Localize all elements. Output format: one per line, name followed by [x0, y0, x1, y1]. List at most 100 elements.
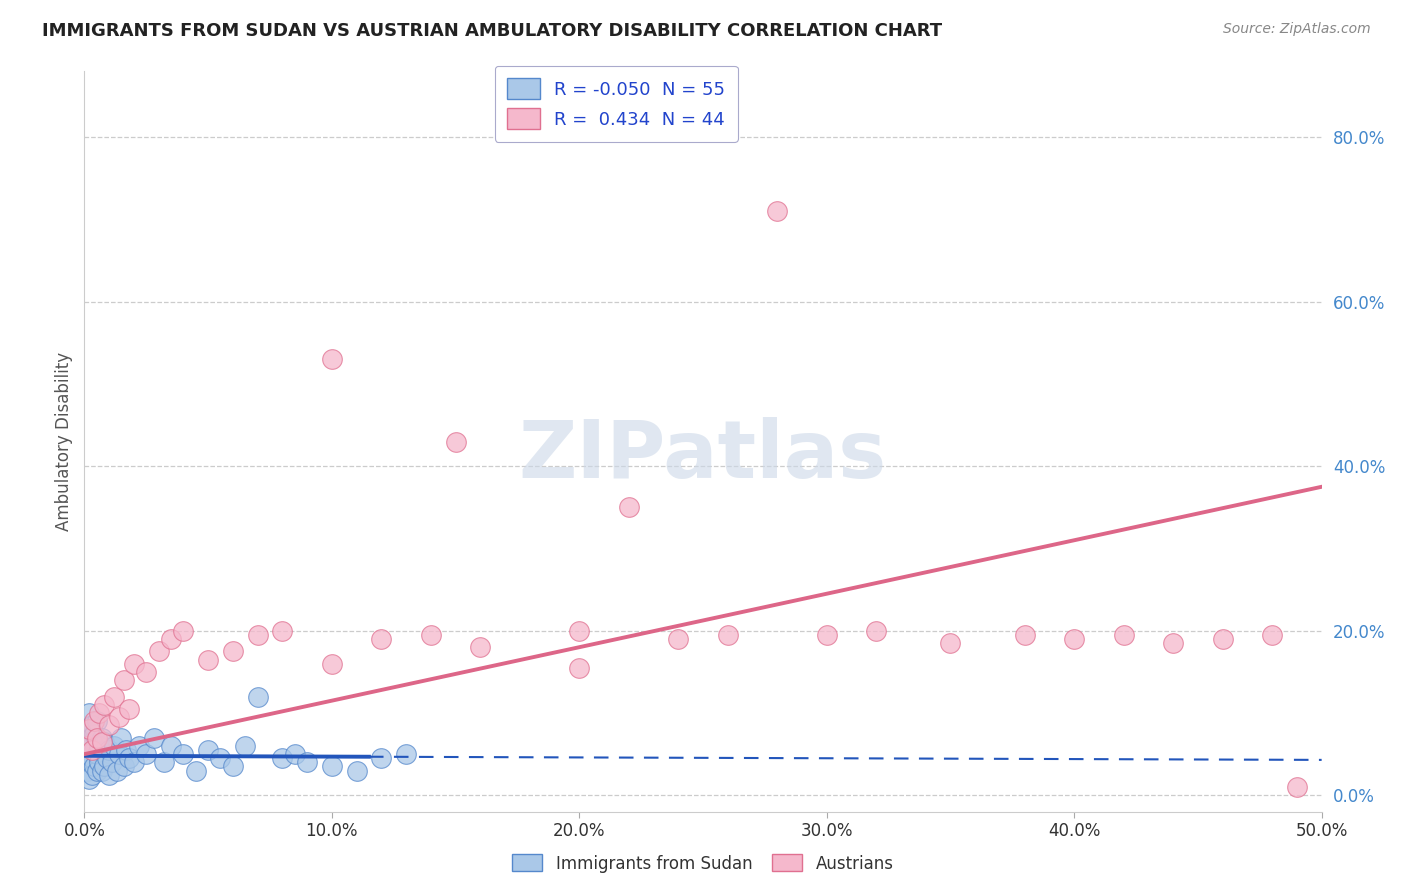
Point: [122, 756, 145, 770]
Point: [79, 723, 101, 737]
Point: [470, 640, 492, 655]
Point: [76, 764, 98, 778]
Point: [86, 764, 108, 778]
Point: [666, 632, 689, 646]
Point: [346, 764, 368, 778]
Point: [135, 747, 157, 761]
Legend: Immigrants from Sudan, Austrians: Immigrants from Sudan, Austrians: [506, 847, 900, 880]
Point: [142, 731, 165, 745]
Point: [108, 747, 131, 761]
Point: [86, 747, 108, 761]
Point: [80, 735, 103, 749]
Point: [83, 726, 105, 740]
Point: [135, 665, 157, 679]
Point: [118, 751, 141, 765]
Point: [172, 624, 194, 638]
Point: [1112, 628, 1135, 642]
Point: [1063, 632, 1085, 646]
Point: [321, 759, 343, 773]
Point: [90, 731, 112, 745]
Point: [79, 706, 101, 720]
Point: [1212, 632, 1234, 646]
Point: [98, 743, 121, 757]
Point: [233, 739, 256, 753]
Point: [321, 657, 343, 671]
Point: [271, 751, 294, 765]
Text: IMMIGRANTS FROM SUDAN VS AUSTRIAN AMBULATORY DISABILITY CORRELATION CHART: IMMIGRANTS FROM SUDAN VS AUSTRIAN AMBULA…: [42, 22, 942, 40]
Point: [321, 352, 343, 367]
Point: [717, 628, 740, 642]
Point: [184, 764, 207, 778]
Point: [284, 747, 307, 761]
Point: [90, 735, 112, 749]
Y-axis label: Ambulatory Disability: Ambulatory Disability: [55, 352, 73, 531]
Point: [80, 743, 103, 757]
Point: [86, 714, 108, 729]
Point: [90, 764, 112, 778]
Point: [103, 690, 125, 704]
Point: [766, 204, 789, 219]
Point: [1014, 628, 1036, 642]
Point: [1161, 636, 1184, 650]
Point: [865, 624, 887, 638]
Point: [160, 632, 183, 646]
Point: [96, 751, 118, 765]
Point: [617, 500, 640, 515]
Point: [93, 735, 115, 749]
Point: [209, 751, 232, 765]
Point: [118, 702, 141, 716]
Point: [1261, 628, 1284, 642]
Point: [80, 751, 103, 765]
Point: [444, 434, 467, 449]
Point: [100, 756, 122, 770]
Point: [89, 706, 111, 720]
Point: [112, 759, 135, 773]
Text: ZIPatlas: ZIPatlas: [519, 417, 887, 495]
Point: [370, 751, 392, 765]
Point: [246, 628, 269, 642]
Point: [98, 767, 121, 781]
Point: [112, 673, 135, 687]
Point: [1285, 780, 1308, 794]
Point: [80, 767, 103, 781]
Point: [79, 756, 101, 770]
Point: [105, 764, 128, 778]
Point: [98, 718, 121, 732]
Text: Source: ZipAtlas.com: Source: ZipAtlas.com: [1223, 22, 1371, 37]
Point: [76, 747, 98, 761]
Point: [89, 739, 111, 753]
Point: [568, 661, 591, 675]
Point: [89, 756, 111, 770]
Point: [83, 714, 105, 729]
Point: [419, 628, 441, 642]
Point: [222, 644, 245, 658]
Point: [76, 739, 98, 753]
Point: [79, 739, 101, 753]
Point: [76, 731, 98, 745]
Point: [128, 739, 150, 753]
Legend: R = -0.050  N = 55, R =  0.434  N = 44: R = -0.050 N = 55, R = 0.434 N = 44: [495, 66, 738, 142]
Point: [108, 710, 131, 724]
Point: [395, 747, 418, 761]
Point: [103, 739, 125, 753]
Point: [79, 772, 101, 786]
Point: [83, 759, 105, 773]
Point: [172, 747, 194, 761]
Point: [110, 731, 132, 745]
Point: [122, 657, 145, 671]
Point: [93, 759, 115, 773]
Point: [160, 739, 183, 753]
Point: [86, 731, 108, 745]
Point: [79, 723, 101, 737]
Point: [80, 718, 103, 732]
Point: [115, 743, 138, 757]
Point: [197, 652, 219, 666]
Point: [370, 632, 392, 646]
Point: [939, 636, 962, 650]
Point: [83, 743, 105, 757]
Point: [246, 690, 269, 704]
Point: [295, 756, 318, 770]
Point: [152, 756, 174, 770]
Point: [197, 743, 219, 757]
Point: [815, 628, 838, 642]
